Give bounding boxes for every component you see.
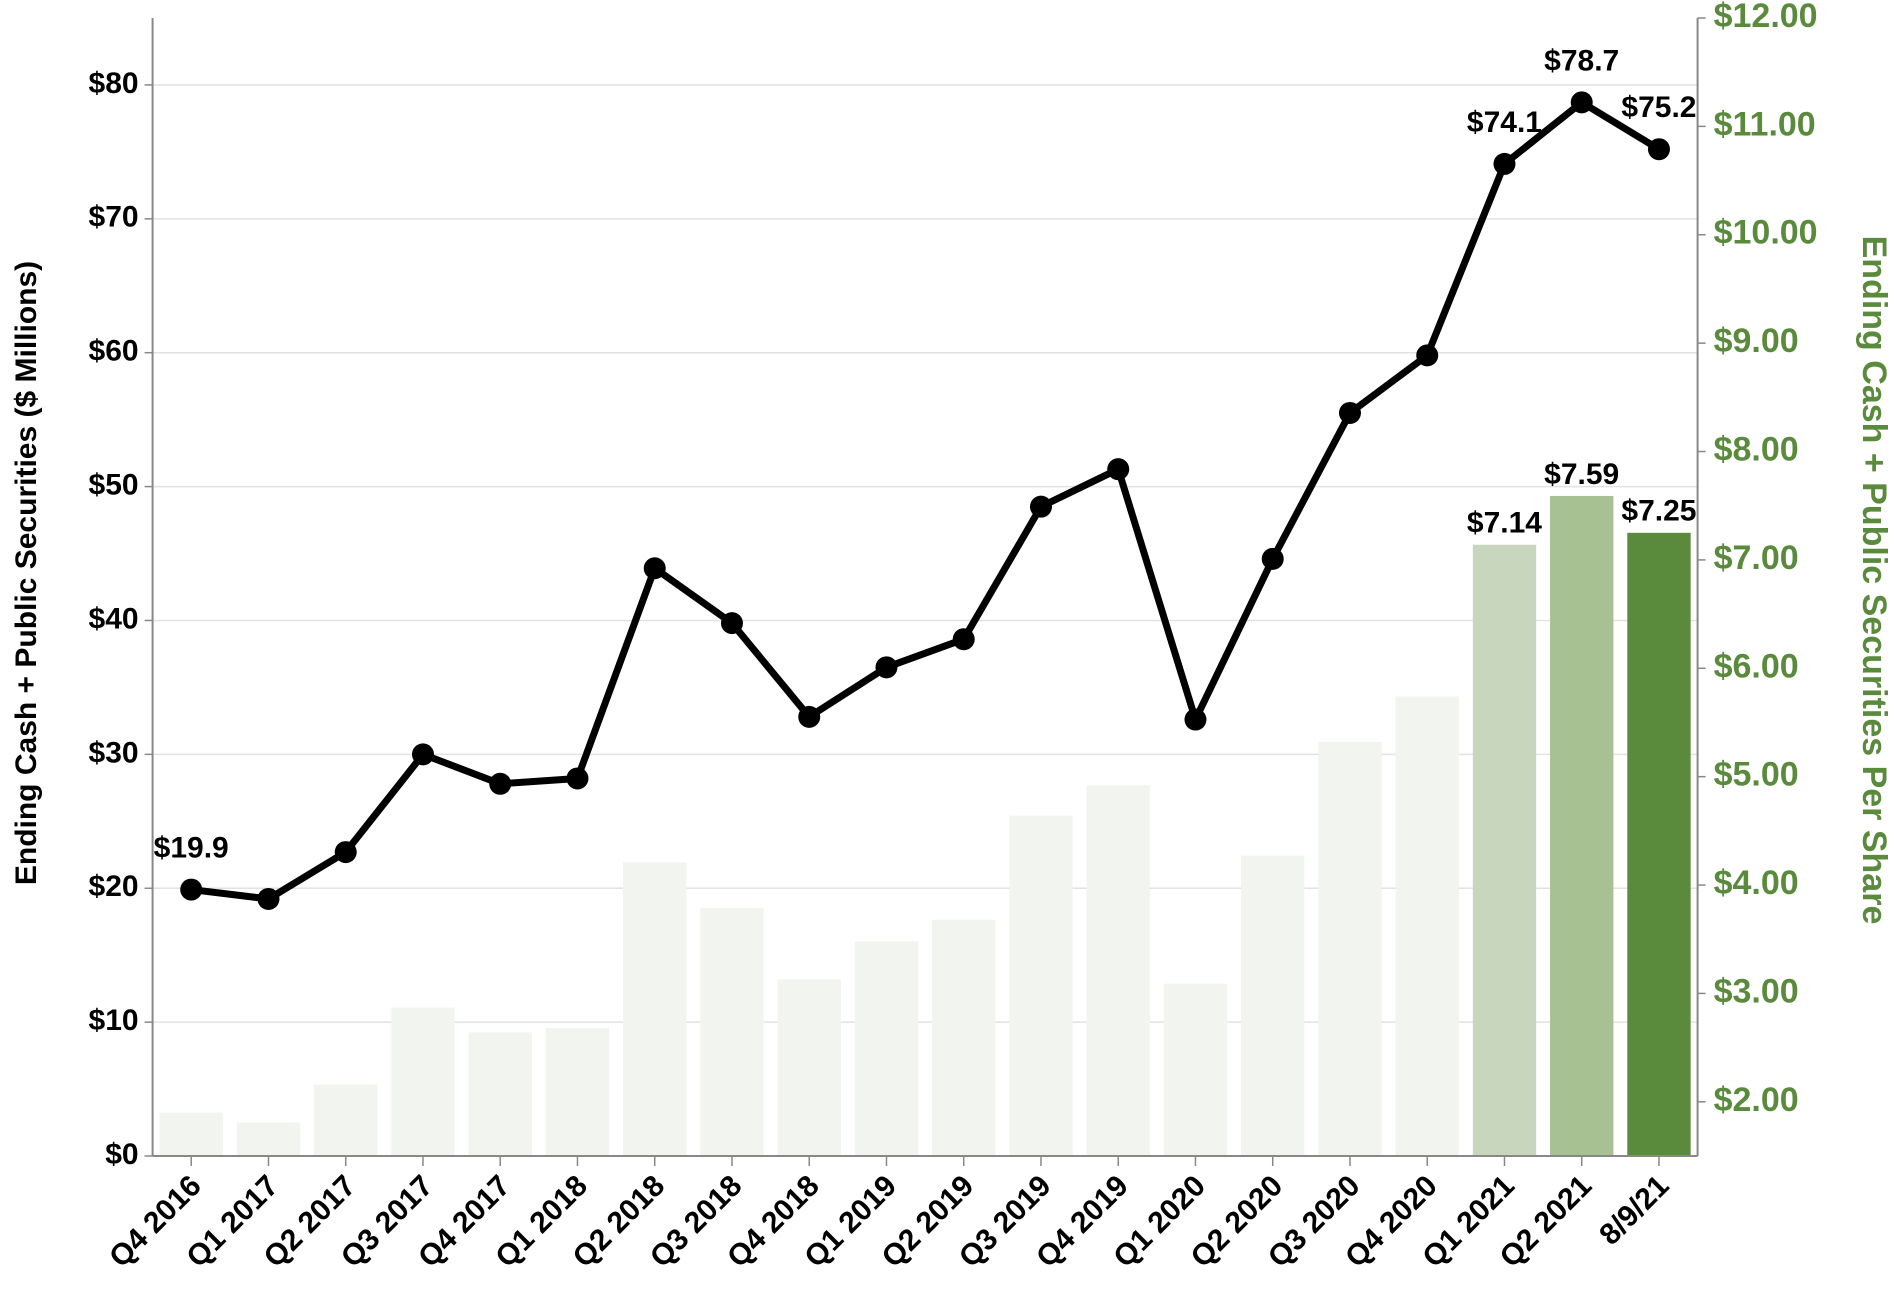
bar (1318, 741, 1382, 1156)
y2-tick-label: $3.00 (1714, 972, 1799, 1010)
bar-value-label: $7.25 (1621, 495, 1696, 528)
y-tick-label: $30 (89, 736, 139, 769)
bar (1009, 815, 1073, 1156)
y2-tick-label: $9.00 (1714, 322, 1799, 360)
line-value-label: $78.7 (1544, 44, 1619, 77)
y2-axis-label: Ending Cash + Public Securities Per Shar… (1855, 236, 1893, 925)
y-tick-label: $50 (89, 469, 139, 502)
line-point (180, 878, 203, 901)
line-value-label: $74.1 (1467, 106, 1542, 139)
y2-tick-label: $5.00 (1714, 756, 1799, 794)
bar (1550, 495, 1614, 1157)
line-point (1338, 401, 1361, 424)
line-value-label: $19.9 (154, 831, 229, 864)
line-point (1261, 547, 1284, 570)
line-point (1416, 344, 1439, 367)
y-tick-label: $20 (89, 870, 139, 903)
bar (1163, 983, 1228, 1156)
bar-value-label: $7.59 (1544, 458, 1619, 491)
y-tick-label: $70 (89, 201, 139, 234)
line-point (566, 767, 589, 790)
bar (314, 1084, 378, 1156)
line-point (489, 772, 512, 795)
line-point (1493, 152, 1516, 175)
bar (777, 979, 841, 1156)
bar (700, 907, 764, 1156)
y-tick-label: $0 (105, 1138, 138, 1171)
bar (391, 1007, 455, 1156)
line-point (1184, 708, 1207, 731)
line-point (798, 705, 821, 728)
line-point (952, 628, 975, 651)
bar (1395, 696, 1459, 1156)
bar (545, 1028, 610, 1156)
y2-tick-label: $7.00 (1714, 539, 1799, 577)
bar (854, 941, 919, 1156)
line-point (720, 612, 743, 635)
x-tick-label: 8/9/21 (1593, 1169, 1675, 1251)
bar (623, 862, 687, 1156)
line-point (257, 887, 280, 910)
line-point (1647, 138, 1670, 161)
line-point (875, 656, 898, 679)
line-point (1570, 91, 1593, 114)
y2-tick-label: $8.00 (1714, 431, 1799, 469)
line-point (411, 743, 434, 766)
bar (468, 1032, 532, 1156)
line-value-label: $75.2 (1621, 91, 1696, 124)
y-axis-label: Ending Cash + Public Securities ($ Milli… (10, 261, 43, 885)
bar (1086, 785, 1150, 1156)
bar (1472, 544, 1537, 1156)
y2-tick-label: $6.00 (1714, 647, 1799, 685)
line-point (643, 557, 666, 580)
y-tick-label: $80 (89, 67, 139, 100)
bar (1241, 855, 1305, 1156)
line-point (334, 841, 357, 864)
bar (1627, 532, 1691, 1156)
y2-tick-label: $10.00 (1714, 214, 1818, 252)
bar (932, 919, 996, 1156)
line-point (1029, 495, 1052, 518)
y-tick-label: $40 (89, 602, 139, 635)
y2-tick-label: $11.00 (1714, 105, 1816, 143)
bar (236, 1122, 301, 1156)
bar (159, 1112, 223, 1156)
y-tick-label: $10 (89, 1004, 139, 1037)
line-point (1107, 458, 1130, 481)
y2-tick-label: $4.00 (1714, 864, 1799, 902)
y2-tick-label: $12.00 (1714, 0, 1818, 35)
line (190, 98, 1661, 903)
y2-tick-label: $2.00 (1714, 1081, 1799, 1119)
bar-value-label: $7.14 (1467, 507, 1542, 540)
y-tick-label: $60 (89, 335, 139, 368)
